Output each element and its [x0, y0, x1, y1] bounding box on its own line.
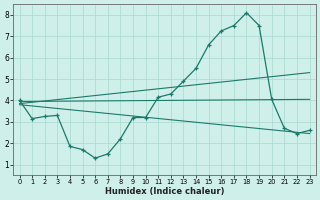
X-axis label: Humidex (Indice chaleur): Humidex (Indice chaleur) [105, 187, 224, 196]
